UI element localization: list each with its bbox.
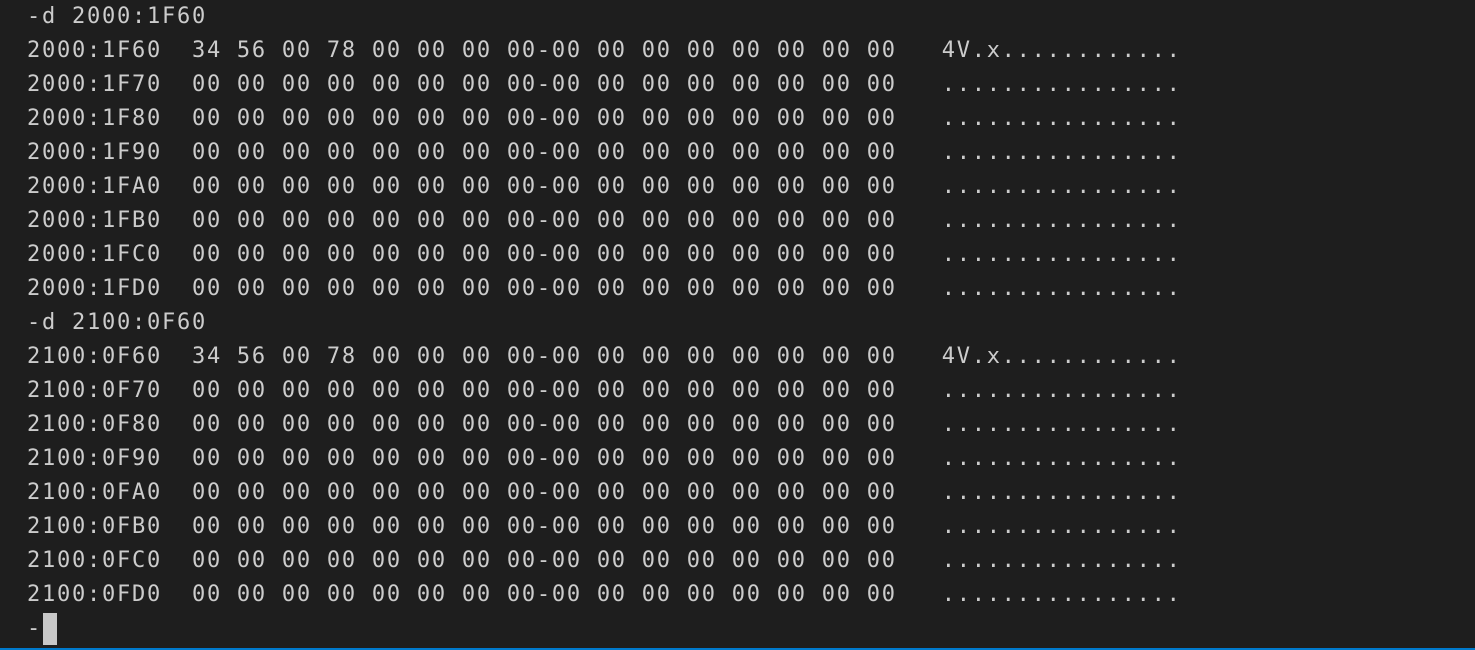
dump-row-text: 2100:0F70 00 00 00 00 00 00 00 00-00 00 … <box>27 378 1182 403</box>
dump-row: 2000:1FB0 00 00 00 00 00 00 00 00-00 00 … <box>27 204 1182 238</box>
dump-row: 2100:0FA0 00 00 00 00 00 00 00 00-00 00 … <box>27 476 1182 510</box>
dump-row: 2100:0FB0 00 00 00 00 00 00 00 00-00 00 … <box>27 510 1182 544</box>
dump-row-text: 2100:0FA0 00 00 00 00 00 00 00 00-00 00 … <box>27 480 1182 505</box>
dump-row-text: 2000:1F60 34 56 00 78 00 00 00 00-00 00 … <box>27 38 1182 63</box>
dump-row-text: 2000:1FC0 00 00 00 00 00 00 00 00-00 00 … <box>27 242 1182 267</box>
dump-row-text: 2000:1FA0 00 00 00 00 00 00 00 00-00 00 … <box>27 174 1182 199</box>
dump-row-text: 2000:1F90 00 00 00 00 00 00 00 00-00 00 … <box>27 140 1182 165</box>
command-line-text: -d 2100:0F60 <box>27 310 207 335</box>
dump-row-text: 2100:0FD0 00 00 00 00 00 00 00 00-00 00 … <box>27 582 1182 607</box>
dump-row: 2000:1F60 34 56 00 78 00 00 00 00-00 00 … <box>27 34 1182 68</box>
dump-row: 2000:1F80 00 00 00 00 00 00 00 00-00 00 … <box>27 102 1182 136</box>
dump-row-text: 2100:0FB0 00 00 00 00 00 00 00 00-00 00 … <box>27 514 1182 539</box>
dump-row-text: 2100:0F80 00 00 00 00 00 00 00 00-00 00 … <box>27 412 1182 437</box>
dump-row-text: 2000:1FB0 00 00 00 00 00 00 00 00-00 00 … <box>27 208 1182 233</box>
prompt-line-text: - <box>27 616 42 641</box>
dump-row: 2000:1FC0 00 00 00 00 00 00 00 00-00 00 … <box>27 238 1182 272</box>
dump-row: 2100:0F80 00 00 00 00 00 00 00 00-00 00 … <box>27 408 1182 442</box>
command-line-text: -d 2000:1F60 <box>27 4 207 29</box>
dump-row: 2000:1FD0 00 00 00 00 00 00 00 00-00 00 … <box>27 272 1182 306</box>
dump-row-text: 2000:1F80 00 00 00 00 00 00 00 00-00 00 … <box>27 106 1182 131</box>
command-line: -d 2100:0F60 <box>27 306 207 340</box>
dump-row: 2100:0F60 34 56 00 78 00 00 00 00-00 00 … <box>27 340 1182 374</box>
prompt-line: - <box>27 612 57 646</box>
dump-row-text: 2100:0F90 00 00 00 00 00 00 00 00-00 00 … <box>27 446 1182 471</box>
dump-row-text: 2000:1F70 00 00 00 00 00 00 00 00-00 00 … <box>27 72 1182 97</box>
dump-row: 2100:0F90 00 00 00 00 00 00 00 00-00 00 … <box>27 442 1182 476</box>
dump-row-text: 2100:0FC0 00 00 00 00 00 00 00 00-00 00 … <box>27 548 1182 573</box>
dump-row: 2100:0F70 00 00 00 00 00 00 00 00-00 00 … <box>27 374 1182 408</box>
cursor <box>43 613 57 645</box>
dump-row-text: 2100:0F60 34 56 00 78 00 00 00 00-00 00 … <box>27 344 1182 369</box>
dump-row: 2000:1F70 00 00 00 00 00 00 00 00-00 00 … <box>27 68 1182 102</box>
dump-row: 2000:1FA0 00 00 00 00 00 00 00 00-00 00 … <box>27 170 1182 204</box>
command-line: -d 2000:1F60 <box>27 0 207 34</box>
dump-row: 2100:0FD0 00 00 00 00 00 00 00 00-00 00 … <box>27 578 1182 612</box>
dump-row: 2100:0FC0 00 00 00 00 00 00 00 00-00 00 … <box>27 544 1182 578</box>
dump-row: 2000:1F90 00 00 00 00 00 00 00 00-00 00 … <box>27 136 1182 170</box>
dump-row-text: 2000:1FD0 00 00 00 00 00 00 00 00-00 00 … <box>27 276 1182 301</box>
